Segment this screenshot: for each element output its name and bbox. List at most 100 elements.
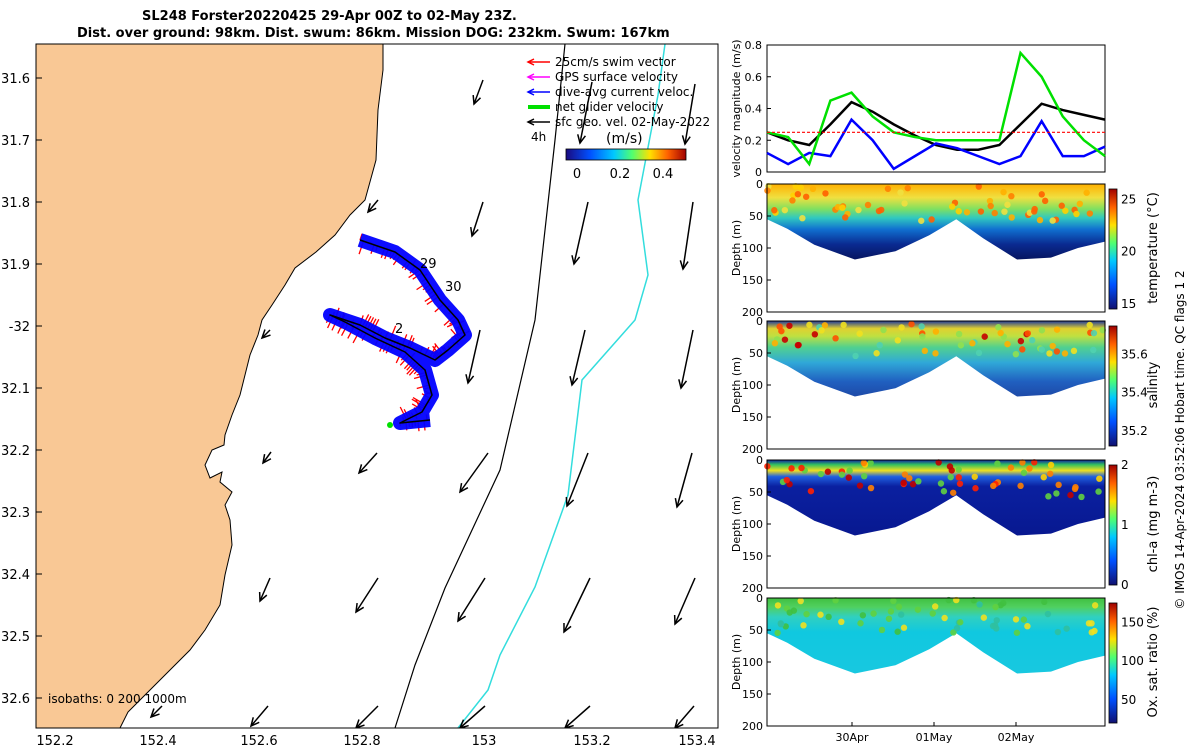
lat-tick-label: 31.7 <box>1 134 30 149</box>
section-sample-dot <box>1007 464 1015 471</box>
geo-velocity-arrowhead <box>565 496 575 508</box>
section-sample-dot <box>1072 483 1079 491</box>
section-sample-dot <box>890 597 897 605</box>
colorbar-tick-label: 25 <box>1121 192 1136 206</box>
section-sample-dot <box>932 328 940 335</box>
lat-tick-label: 32.1 <box>1 382 30 397</box>
section-sample-dot <box>856 330 863 337</box>
glider-track: 29 30 2 <box>323 233 472 432</box>
geo-velocity-arrow <box>457 577 486 622</box>
section-sample-dot <box>955 208 962 215</box>
geo-velocity-arrowhead <box>563 622 572 634</box>
section-sample-dot <box>789 197 796 204</box>
colorbar-tick-label: 35.2 <box>1121 424 1148 438</box>
legend-swatch-head <box>526 118 535 126</box>
section-sample-dot <box>803 610 810 618</box>
section-sample-dot <box>811 331 819 338</box>
section-sample-dot <box>990 482 997 490</box>
section-sample-dot <box>856 482 864 489</box>
section-sample-dot <box>906 475 913 482</box>
geo-velocity-arrowhead <box>355 602 365 614</box>
section-sample-dot <box>1091 602 1099 609</box>
section-sample-dot <box>832 335 839 342</box>
section-colorbar <box>1108 602 1118 724</box>
geo-velocity-arrowhead <box>569 376 579 387</box>
section-sample-dot <box>786 609 793 616</box>
section-sample-dot <box>981 333 988 340</box>
section-sample-dot <box>1041 598 1048 606</box>
section-sample-dot <box>1019 459 1026 466</box>
section-sample-dot <box>914 606 922 613</box>
lat-tick-label: 31.6 <box>1 72 30 87</box>
legend-label: net glider velocity <box>555 100 663 114</box>
section-colorbar <box>1108 464 1118 586</box>
section-sample-dot <box>842 214 849 221</box>
geo-velocity-arrowhead <box>681 135 691 146</box>
velocity-series-line <box>766 100 1106 152</box>
section-sample-dot <box>797 184 805 191</box>
lat-tick-label: 32.4 <box>1 568 30 583</box>
section-y-tick-label: 150 <box>742 688 763 701</box>
section-sample-dot <box>1008 192 1015 200</box>
section-sample-dot <box>846 467 853 474</box>
geostrophic-velocity-arrows <box>149 79 696 728</box>
section-sample-dot <box>1061 350 1069 357</box>
geo-velocity-arrowhead <box>564 719 574 728</box>
section-sample-dot <box>1031 459 1038 466</box>
section-y-tick-label: 100 <box>742 242 763 255</box>
geo-velocity-arrow <box>467 329 481 384</box>
section-sample-dot <box>1053 348 1061 355</box>
section-sample-dot <box>809 185 817 193</box>
geo-velocity-arrow <box>579 81 593 144</box>
section-sample-dot <box>898 324 905 331</box>
lat-tick-label: 32.3 <box>1 506 30 521</box>
geo-velocity-arrowhead <box>459 719 469 728</box>
section-sample-dot <box>794 341 802 349</box>
section-y-tick-label: 150 <box>742 550 763 563</box>
section-sample-dot <box>880 326 887 334</box>
isobaths-label: isobaths: 0 200 1000m <box>48 692 187 706</box>
geo-velocity-arrow <box>674 577 696 625</box>
section-sample-dot <box>817 470 825 478</box>
section-sample-dot <box>806 321 813 329</box>
section-sample-dot <box>1055 481 1062 489</box>
section-sample-dot <box>900 479 907 486</box>
legend-label: 25cm/s swim vector <box>555 55 676 69</box>
geo-velocity-arrowhead <box>465 374 475 385</box>
time-tick-label: 01May <box>916 731 953 744</box>
velocity-y-tick-label: 0 <box>755 166 762 179</box>
geo-velocity-arrow <box>573 201 589 265</box>
colorbar-title: temperature (°C) <box>1146 192 1161 304</box>
section-sample-dot <box>859 612 867 619</box>
section-sample-dot <box>975 183 982 190</box>
section-sample-dot <box>1004 201 1011 208</box>
geo-velocity-arrow <box>367 199 379 213</box>
section-sample-dot <box>1095 488 1102 495</box>
section-sample-dot <box>894 337 901 344</box>
section-sample-dot <box>956 480 964 487</box>
velocity-y-tick-label: 0.6 <box>745 71 763 84</box>
section-sample-dot <box>777 620 784 627</box>
legend-swatch-head <box>526 88 535 96</box>
geo-velocity-arrowhead <box>472 94 482 106</box>
section-sample-dot <box>783 476 790 484</box>
section-sample-dot <box>1053 326 1061 333</box>
geo-velocity-arrow <box>358 452 378 474</box>
lat-tick-label: -32 <box>9 320 30 335</box>
section-y-tick-label: 0 <box>756 178 763 191</box>
geo-velocity-arrowhead <box>457 611 467 623</box>
section-sample-dot <box>1001 208 1008 215</box>
colorbar-tick-label: 15 <box>1121 297 1136 311</box>
geo-velocity-arrowhead <box>357 464 368 475</box>
colorbar-tick-label: 35.4 <box>1121 386 1148 400</box>
section-sample-dot <box>1090 346 1097 354</box>
section-sample-dot <box>986 197 994 205</box>
geo-velocity-arrow <box>684 83 696 145</box>
section-sample-dot <box>839 204 846 211</box>
section-sample-dot <box>864 201 872 209</box>
legend-swatch-head <box>526 73 535 81</box>
section-sample-dot <box>994 460 1001 467</box>
section-sample-dot <box>1017 337 1025 345</box>
section-sample-dot <box>991 209 998 217</box>
section-sample-dot <box>822 190 829 197</box>
